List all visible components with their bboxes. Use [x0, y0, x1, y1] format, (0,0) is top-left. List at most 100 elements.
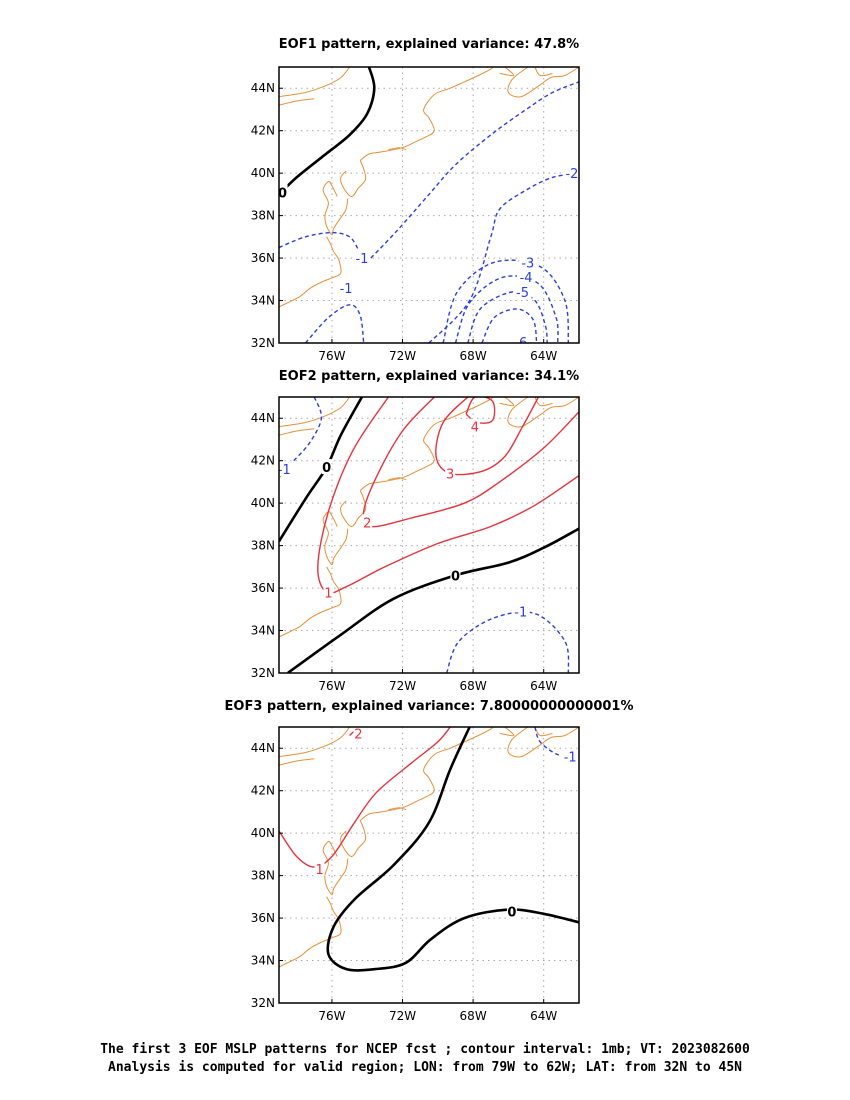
coastline	[507, 67, 579, 98]
contour-line	[279, 231, 359, 251]
coastline	[279, 566, 342, 638]
contour-line	[279, 727, 451, 868]
contour-label-bg	[279, 461, 294, 477]
coastline	[499, 727, 515, 737]
contour-label: 0	[322, 461, 331, 476]
coastline	[499, 397, 515, 407]
caption-line-2: Analysis is computed for valid region; L…	[108, 1060, 742, 1075]
y-tick-label: 40N	[251, 166, 275, 180]
contour-label-bg	[513, 284, 532, 300]
coastline	[534, 67, 553, 77]
contour-label-bg	[337, 279, 356, 295]
contour-label: -1	[278, 463, 291, 478]
coastline	[340, 820, 367, 857]
coastline	[279, 98, 315, 106]
contour-label-bg	[562, 165, 579, 181]
contour-label-bg	[450, 567, 461, 583]
plot-frame	[278, 66, 580, 344]
contour-line	[317, 397, 579, 594]
contour-label-bg	[469, 418, 480, 434]
contour-label: 1	[324, 586, 332, 601]
eof-panel-1: EOF1 pattern, explained variance: 47.8% 0…	[251, 37, 580, 363]
coastline	[279, 397, 350, 428]
contour-line	[467, 291, 548, 343]
y-tick-label: 44N	[251, 741, 275, 755]
coastline	[388, 807, 407, 811]
x-tick-label: 76W	[318, 679, 345, 693]
coastline	[534, 397, 553, 407]
y-tick-label: 38N	[251, 209, 275, 223]
x-tick-label: 72W	[389, 1009, 416, 1023]
y-tick-label: 34N	[251, 954, 275, 968]
y-tick-label: 32N	[251, 996, 275, 1010]
panel-title: EOF3 pattern, explained variance: 7.8000…	[225, 699, 634, 714]
contour-label-bg	[362, 514, 373, 530]
y-tick-label: 38N	[251, 869, 275, 883]
contour-label: 1	[315, 863, 323, 878]
coastline	[340, 160, 367, 197]
contour-line	[428, 172, 579, 343]
y-tick-label: 44N	[251, 411, 275, 425]
coastline	[388, 147, 407, 151]
y-tick-label: 40N	[251, 826, 275, 840]
y-tick-label: 44N	[251, 81, 275, 95]
contour-label: -3	[521, 256, 534, 271]
contour-line	[370, 81, 579, 259]
y-tick-label: 34N	[251, 294, 275, 308]
contour-label: 0	[451, 569, 460, 584]
contour-label-bg	[517, 269, 536, 285]
contour-label: -2	[565, 167, 578, 182]
y-tick-label: 42N	[251, 784, 275, 798]
contour-label-bg	[506, 903, 517, 919]
x-tick-label: 76W	[318, 1009, 345, 1023]
contour-label: -6	[514, 336, 527, 351]
x-tick-label: 76W	[318, 349, 345, 363]
contour-line	[435, 397, 540, 476]
y-tick-label: 36N	[251, 251, 275, 265]
coastline	[507, 727, 579, 758]
x-tick-label: 68W	[460, 1009, 487, 1023]
y-tick-label: 34N	[251, 624, 275, 638]
y-tick-label: 38N	[251, 539, 275, 553]
coastline	[499, 67, 515, 77]
eof-panel-3: EOF3 pattern, explained variance: 7.8000…	[225, 699, 634, 1023]
contour-label: 0	[278, 186, 287, 201]
coastline	[359, 397, 493, 491]
y-tick-label: 42N	[251, 124, 275, 138]
plot-frame	[278, 726, 580, 1004]
coastline	[388, 477, 407, 481]
contour-label-bg	[279, 184, 288, 200]
x-tick-label: 68W	[460, 679, 487, 693]
coastline	[279, 758, 315, 766]
coastline	[359, 67, 493, 161]
contour-label: 2	[363, 516, 371, 531]
contour-line	[454, 275, 559, 343]
contour-label: 4	[471, 421, 479, 436]
contour-line	[279, 67, 376, 196]
panel-title: EOF2 pattern, explained variance: 34.1%	[279, 369, 579, 384]
contour-label: 3	[446, 467, 454, 482]
contour-label-bg	[323, 584, 334, 600]
contour-label-bg	[561, 748, 579, 764]
x-tick-label: 64W	[530, 1009, 557, 1023]
contour-label: -1	[355, 252, 368, 267]
y-tick-label: 32N	[251, 666, 275, 680]
contour-label: -5	[516, 286, 529, 301]
contour-label-bg	[321, 459, 332, 475]
contour-label-bg	[314, 861, 325, 877]
coastline	[322, 840, 349, 896]
contour-line	[481, 308, 538, 343]
contour-label: -1	[564, 751, 577, 766]
x-tick-label: 72W	[389, 679, 416, 693]
y-tick-label: 32N	[251, 336, 275, 350]
map-area: -1 0 1 2 3 4 0 -1	[278, 397, 579, 673]
plot-frame	[278, 396, 580, 674]
contour-line	[326, 727, 579, 972]
map-area: 1 2 0 -1	[279, 727, 579, 1003]
coastline	[279, 896, 342, 968]
map-area: 0 -1-1 -2 -3-4-5 -6	[278, 67, 579, 351]
contour-label: 2	[354, 727, 362, 742]
contour-line	[445, 611, 570, 673]
contour-line	[362, 397, 579, 528]
